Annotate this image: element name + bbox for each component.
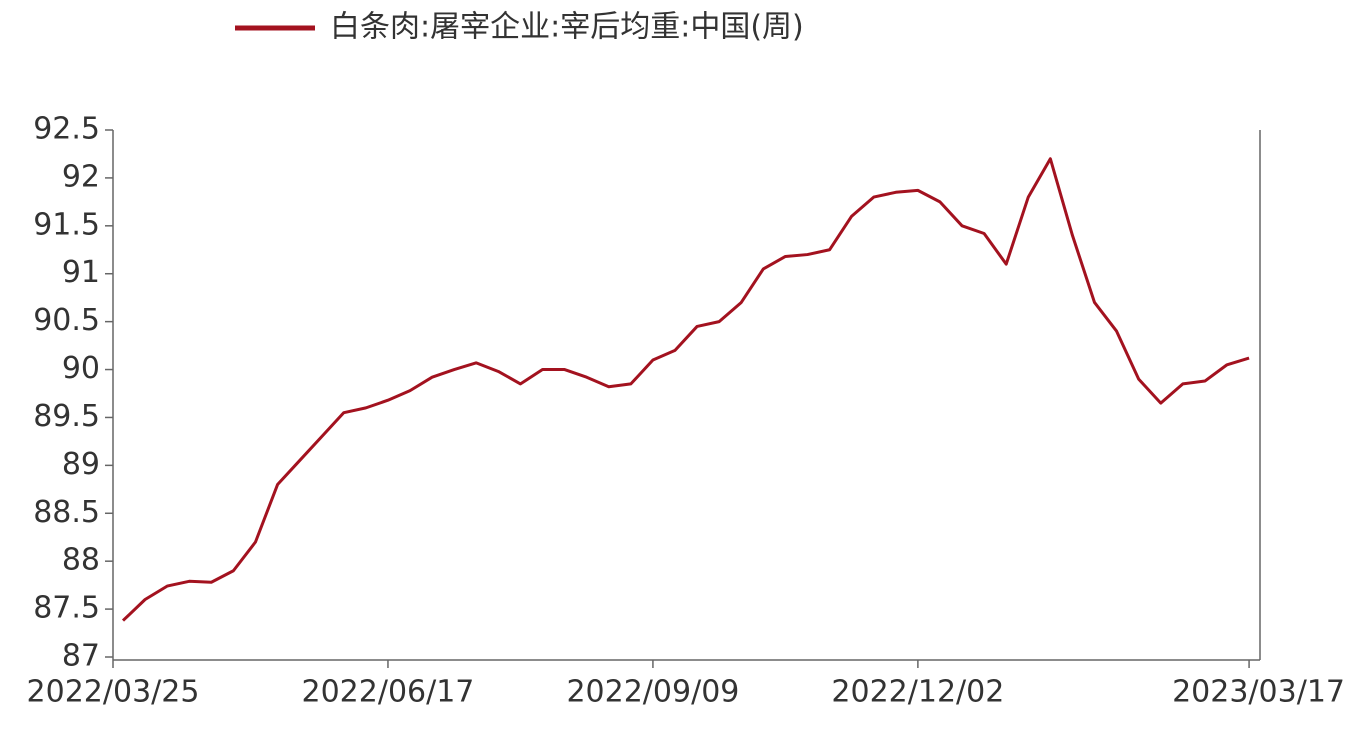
y-tick-label: 91.5 [33, 207, 100, 242]
y-tick-label: 89.5 [33, 399, 100, 434]
y-tick-label: 92 [62, 159, 100, 194]
x-tick-label: 2022/09/09 [566, 675, 739, 710]
y-tick-label: 87 [62, 639, 100, 674]
y-tick-label: 88 [62, 543, 100, 578]
y-tick-label: 88.5 [33, 495, 100, 530]
y-tick-label: 90 [62, 351, 100, 386]
y-tick-label: 87.5 [33, 591, 100, 626]
y-tick-label: 90.5 [33, 303, 100, 338]
data-line [121, 157, 1250, 622]
y-tick-label: 91 [62, 255, 100, 290]
x-tick-label: 2023/03/17 [1172, 675, 1345, 710]
y-tick-label: 92.5 [33, 112, 100, 147]
x-tick-label: 2022/03/25 [27, 675, 200, 710]
x-tick-label: 2022/06/17 [301, 675, 474, 710]
legend-label: 白条肉:屠宰企业:宰后均重:中国(周) [330, 10, 804, 45]
y-tick-label: 89 [62, 447, 100, 482]
x-tick-label: 2022/12/02 [831, 675, 1004, 710]
